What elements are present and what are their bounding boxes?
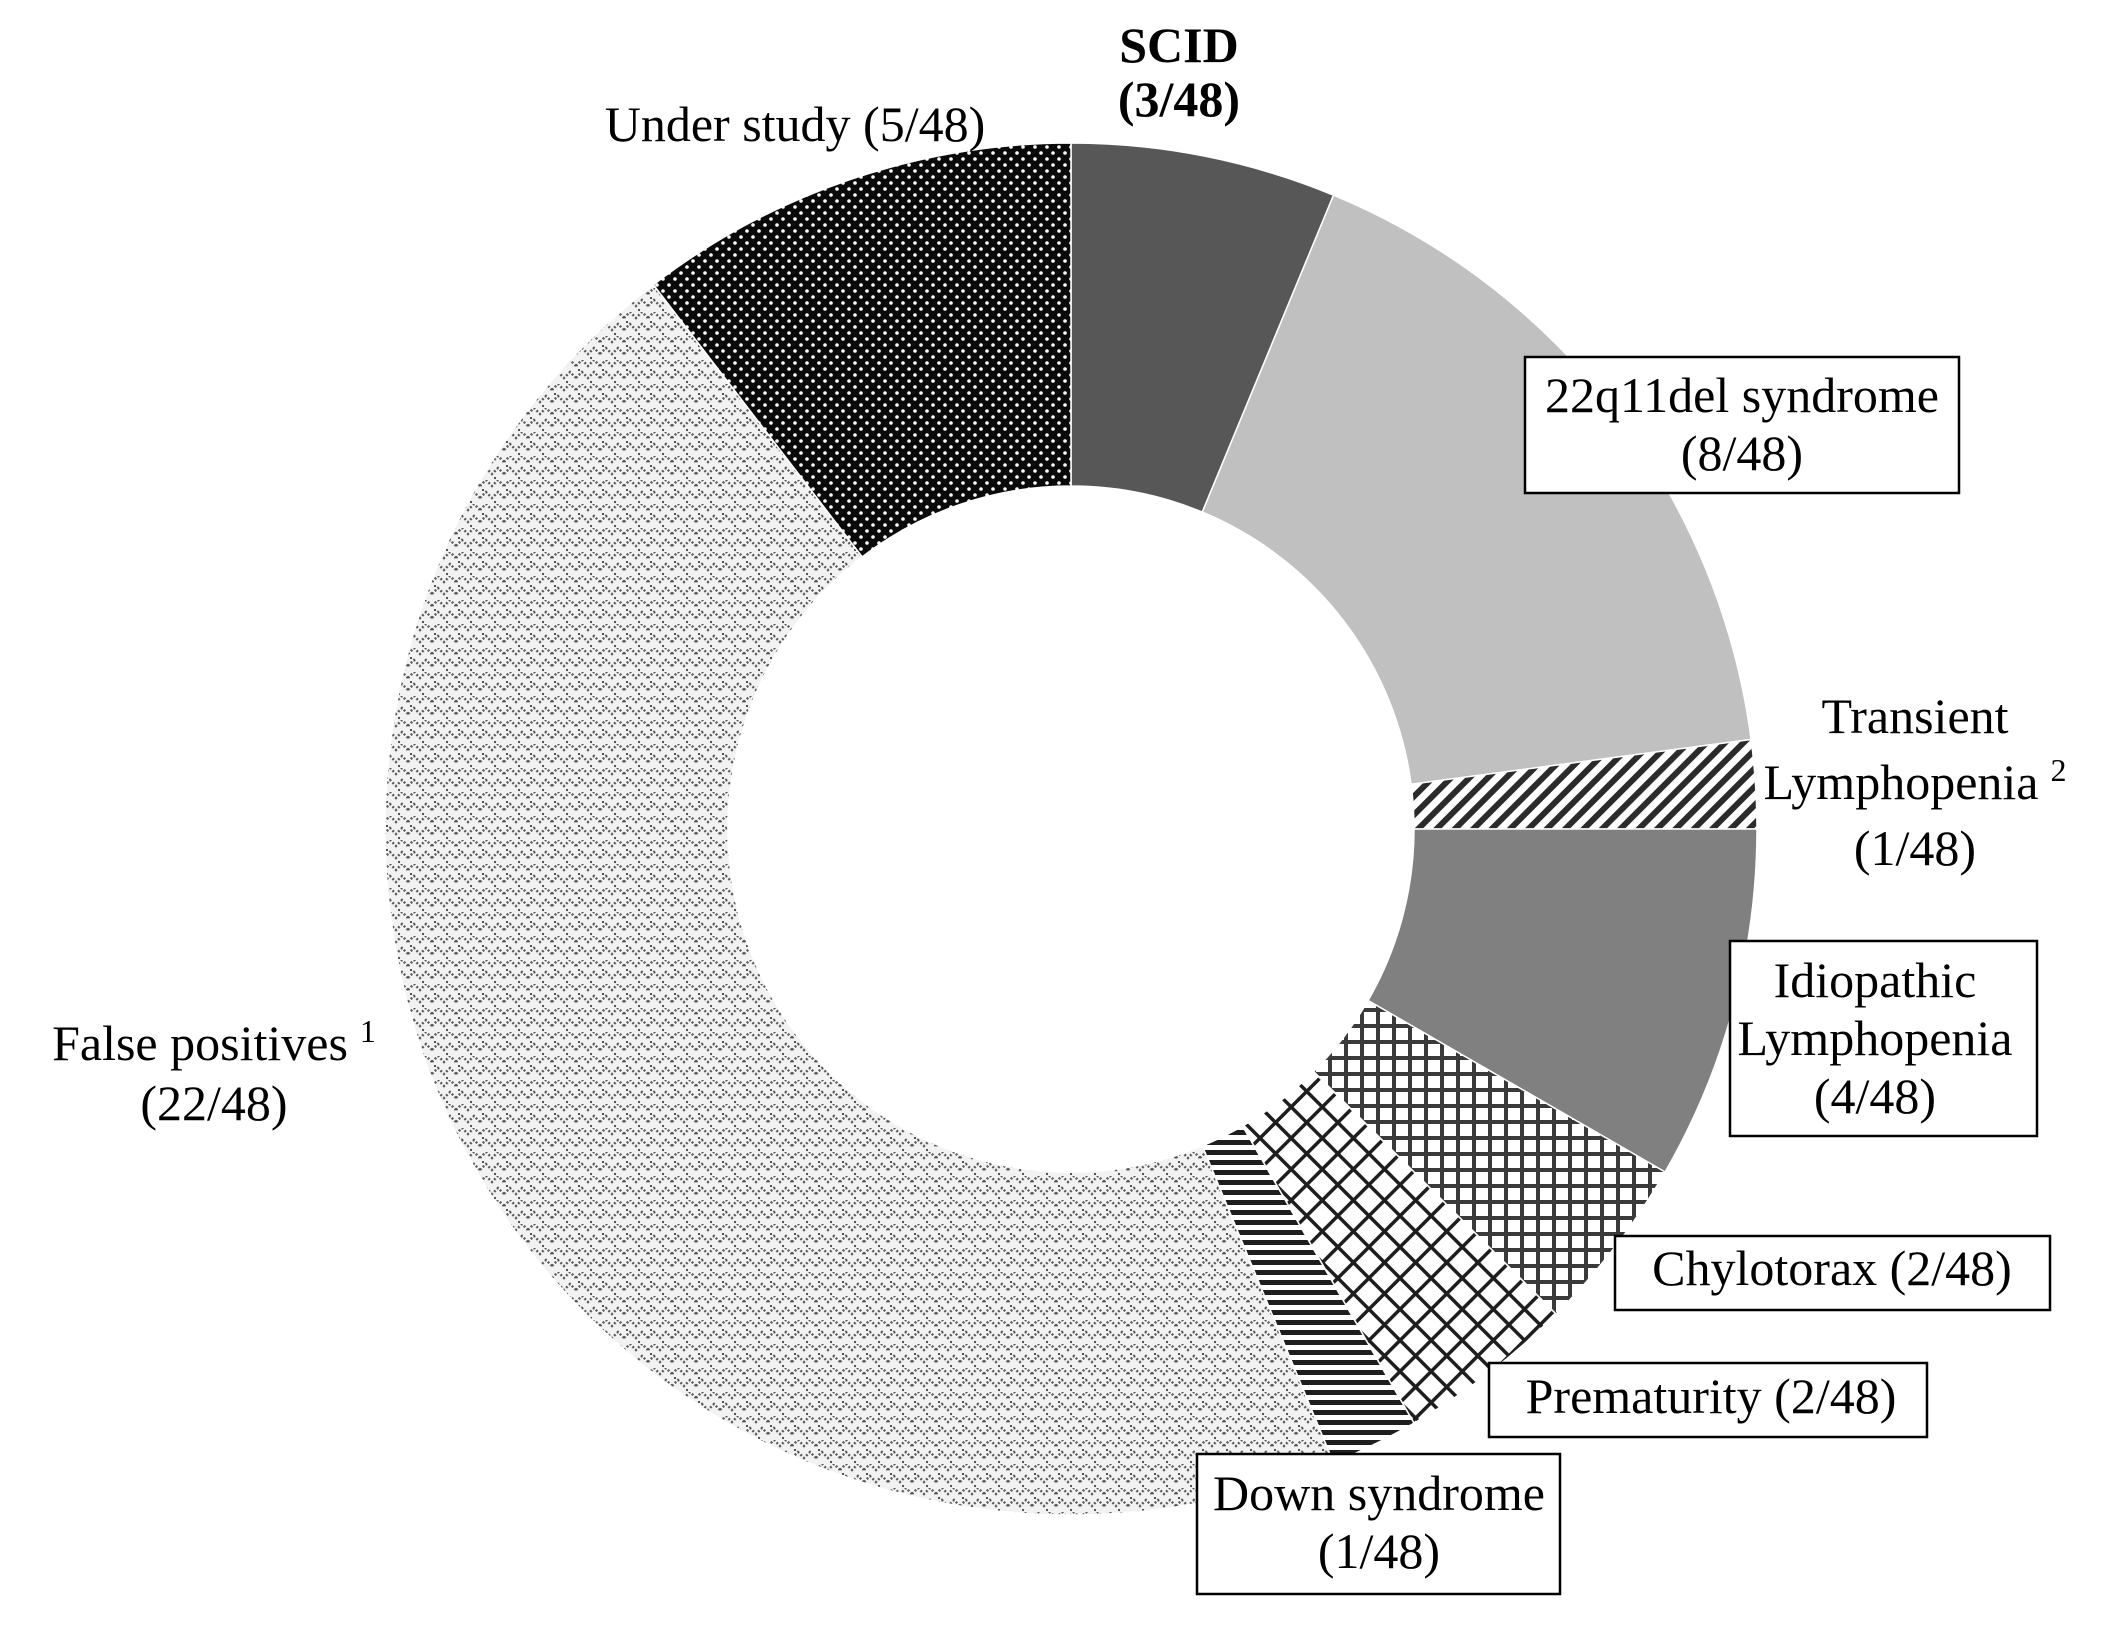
label-under-study: Under study (5/48) [605,96,986,152]
slice-label-idiopathic-lymphopenia: Idiopathic [1774,952,1977,1008]
label-22q11del: 22q11del syndrome(8/48) [1523,355,1961,495]
slice-label-line2-idiopathic-lymphopenia: Lymphopenia [1738,1010,2013,1066]
slice-count-down-syndrome: (1/48) [1318,1523,1440,1579]
label-box-22q11del [1523,355,1961,495]
slice-label-transient-lymphopenia: Transient [1821,688,2008,744]
slice-label-scid: SCID [1119,17,1238,73]
slice-label-22q11del: 22q11del syndrome [1545,367,1939,423]
label-box-idiopathic-lymphopenia [1728,939,2039,1138]
slice-22q11del [1201,194,1752,786]
slice-count-false-positives: (22/48) [140,1075,287,1131]
slice-count-scid: (3/48) [1118,71,1240,127]
label-box-down-syndrome [1195,1452,1562,1596]
slice-label-false-positives: False positives 1 [52,1013,376,1071]
label-down-syndrome: Down syndrome(1/48) [1195,1452,1562,1596]
slice-label-line2-transient-lymphopenia: Lymphopenia 2 [1764,752,2067,810]
label-transient-lymphopenia: Transient Lymphopenia 2 (1/48) [1764,688,2067,876]
slice-label-chylotorax: Chylotorax (2/48) [1652,1240,2012,1296]
label-box-chylotorax [1613,1234,2052,1312]
slice-label-down-syndrome: Down syndrome [1213,1465,1545,1521]
label-prematurity: Prematurity (2/48) [1487,1361,1929,1439]
slice-count-22q11del: (8/48) [1681,425,1803,481]
slice-idiopathic-lymphopenia [1367,828,1758,1174]
slice-count-transient-lymphopenia: (1/48) [1854,820,1976,876]
slice-count-idiopathic-lymphopenia: (4/48) [1814,1068,1936,1124]
label-false-positives: False positives 1(22/48) [52,1013,376,1131]
label-scid: SCID(3/48) [1118,17,1240,127]
labels-layer: SCID(3/48) 22q11del syndrome(8/48) Transie… [52,17,2067,1596]
slice-label-prematurity: Prematurity (2/48) [1526,1368,1897,1424]
label-chylotorax: Chylotorax (2/48) [1613,1234,2052,1312]
slice-under-study [652,142,1072,558]
slices-layer [384,142,1758,1516]
superscript-false-positives: 1 [360,1013,376,1049]
superscript-transient-lymphopenia: 2 [2050,752,2066,788]
label-box-prematurity [1487,1361,1929,1439]
slice-label-under-study: Under study (5/48) [605,96,986,152]
slice-false-positives [384,283,1335,1516]
